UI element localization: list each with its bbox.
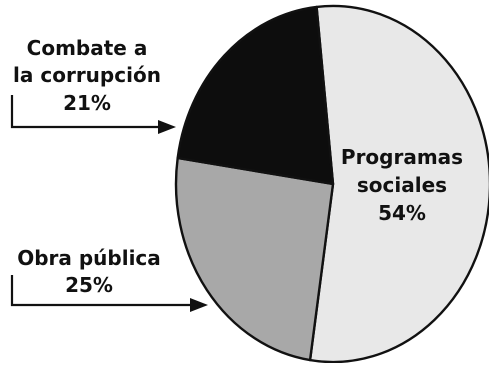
arrow-line	[10, 95, 160, 129]
slices-layer	[174, 4, 489, 364]
arrow-obra-publica	[10, 275, 208, 312]
arrow-line	[10, 275, 192, 307]
slice-obra-publica	[174, 156, 335, 362]
slice-label-line: Obra pública	[17, 246, 161, 270]
slice-label-line: Programas	[341, 145, 463, 169]
slice-pct-label: 25%	[65, 273, 113, 297]
slice-combate-corrupcion	[176, 5, 335, 186]
slice-pct-label: 54%	[378, 201, 426, 225]
arrow-head	[158, 120, 176, 134]
slice-label-combate-corrupcion: Combate a la corrupción 21%	[13, 36, 161, 115]
slice-label-line: Combate a	[27, 36, 148, 60]
slice-programas-sociales	[308, 4, 489, 364]
arrow-head	[190, 298, 208, 312]
slice-pct-label: 21%	[63, 91, 111, 115]
slice-label-obra-publica: Obra pública 25%	[17, 246, 161, 297]
arrow-combate-corrupcion	[10, 95, 176, 134]
slice-label-line: sociales	[357, 173, 447, 197]
slice-label-programas-sociales: Programas sociales 54%	[341, 145, 463, 225]
slice-label-line: la corrupción	[13, 63, 161, 87]
